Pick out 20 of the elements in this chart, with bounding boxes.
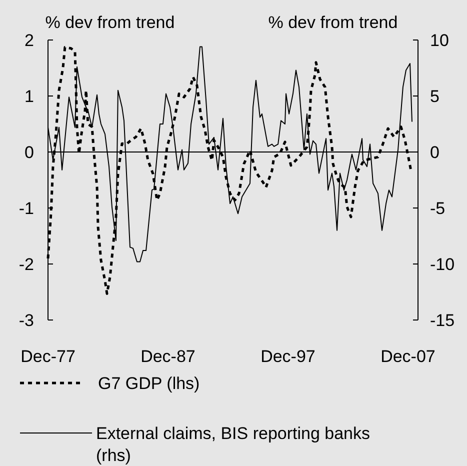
y2-tick-label: 10 xyxy=(430,31,449,50)
x-tick-label: Dec-77 xyxy=(20,347,76,366)
y-tick-label: 1 xyxy=(24,87,34,106)
y2-tick-label: -5 xyxy=(430,199,446,218)
legend-label: External claims, BIS reporting banks (rhs) xyxy=(96,424,370,465)
y2-tick-label: -15 xyxy=(430,311,455,330)
y2-tick-label: 0 xyxy=(430,143,440,162)
legend-label: G7 GDP (lhs) xyxy=(98,374,200,393)
x-tick-label: Dec-07 xyxy=(380,347,436,366)
y-tick-label: -3 xyxy=(18,311,34,330)
y-tick-label: 0 xyxy=(24,143,34,162)
y2-tick-label: 5 xyxy=(430,87,440,106)
x-tick-label: Dec-97 xyxy=(260,347,316,366)
x-tick-label: Dec-87 xyxy=(140,347,196,366)
y-tick-label: 2 xyxy=(24,31,34,50)
y-tick-label: -1 xyxy=(18,199,34,218)
y2-axis-title: % dev from trend xyxy=(268,13,398,32)
y2-tick-label: -10 xyxy=(430,255,455,274)
y-tick-label: -2 xyxy=(18,255,34,274)
y-axis-title: % dev from trend xyxy=(45,13,175,32)
